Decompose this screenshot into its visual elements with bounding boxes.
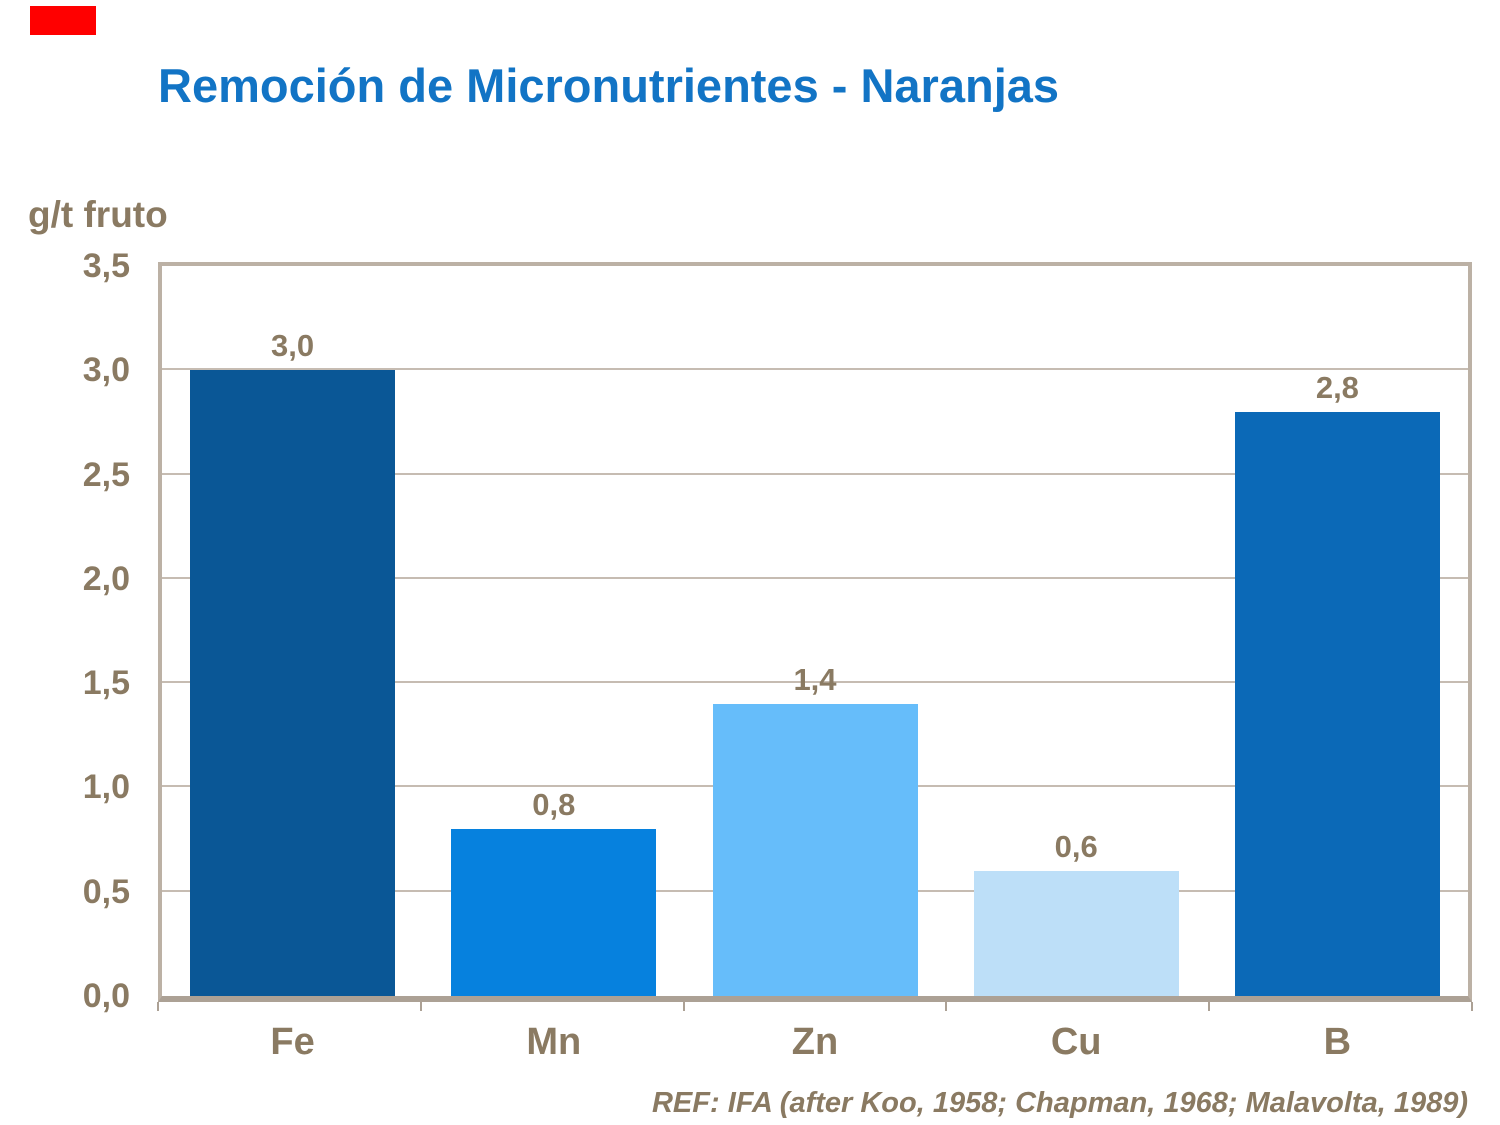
x-category-label-fe: Fe	[270, 1021, 315, 1063]
x-category-label-mn: Mn	[526, 1021, 582, 1063]
value-label-mn: 0,8	[532, 787, 576, 823]
bar-fe	[190, 370, 396, 996]
x-category-label-zn: Zn	[791, 1021, 839, 1063]
value-label-zn: 1,4	[793, 662, 837, 697]
chart-title: Remoción de Micronutrientes - Naranjas	[158, 59, 1060, 112]
x-axis-tick	[1471, 1002, 1473, 1011]
y-axis-title: g/t fruto	[28, 194, 168, 235]
gridline	[162, 368, 1468, 371]
bar-zn	[712, 704, 918, 996]
value-label-cu: 0,6	[1054, 828, 1098, 864]
x-category-label-b: B	[1323, 1021, 1352, 1063]
value-label-b: 2,8	[1315, 370, 1359, 405]
plot-area: 3,0 0,8 1,4 0,6 2,8	[158, 262, 1472, 1002]
x-axis-tick	[1208, 1002, 1211, 1011]
value-label-fe: 3,0	[271, 328, 315, 364]
bar-b	[1234, 412, 1440, 996]
x-axis-tick	[682, 1002, 685, 1011]
y-tick-label: 3,0	[82, 351, 130, 390]
bar-cu	[973, 870, 1179, 996]
y-tick-label: 3,5	[82, 247, 130, 285]
red-accent-rectangle	[30, 6, 96, 35]
x-axis-tick	[419, 1002, 422, 1011]
gridline	[162, 576, 1468, 579]
x-axis-tick	[157, 1002, 159, 1011]
y-tick-label: 2,0	[82, 559, 130, 598]
y-tick-label: 2,5	[82, 455, 130, 494]
y-tick-label: 1,5	[82, 664, 130, 703]
reference-text: REF: IFA (after Koo, 1958; Chapman, 1968…	[651, 1087, 1468, 1119]
y-tick-label: 0,0	[82, 977, 130, 1015]
x-category-label-cu: Cu	[1050, 1021, 1102, 1063]
y-tick-label: 0,5	[82, 872, 130, 911]
gridline	[162, 681, 1468, 684]
x-axis-tick	[945, 1002, 948, 1011]
y-tick-label: 1,0	[82, 768, 130, 807]
gridline	[162, 472, 1468, 475]
bar-mn	[451, 829, 657, 996]
